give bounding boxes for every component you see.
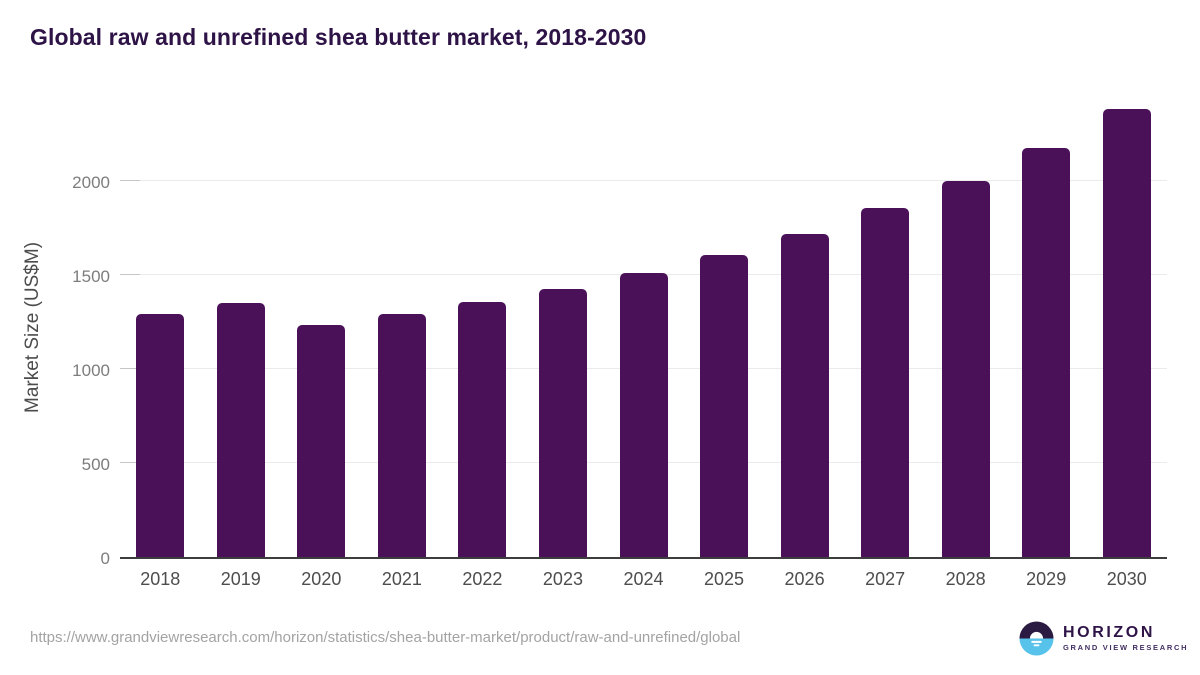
horizon-logo: HORIZON GRAND VIEW RESEARCH (1019, 621, 1188, 656)
bar-2026 (780, 233, 829, 557)
bar-2022 (458, 302, 507, 557)
x-tick-label-2021: 2021 (381, 569, 422, 589)
x-tick-label-2022: 2022 (462, 569, 503, 589)
y-tick-label-1000: 1000 (72, 361, 110, 380)
logo-subtitle: GRAND VIEW RESEARCH (1063, 643, 1189, 652)
x-tick-label-2029: 2029 (1026, 569, 1067, 589)
bar-2027 (861, 208, 910, 557)
bar-2018 (136, 313, 185, 557)
logo-name: HORIZON (1063, 624, 1155, 641)
source-url: https://www.grandviewresearch.com/horizo… (30, 629, 741, 646)
y-tick-label-500: 500 (81, 455, 110, 474)
horizon-sun-circle-icon (1019, 621, 1054, 656)
tick-mark-2000 (120, 180, 140, 181)
bar-2030 (1102, 108, 1151, 557)
x-tick-label-2027: 2027 (865, 569, 906, 589)
plot-area (120, 95, 1167, 559)
page-title: Global raw and unrefined shea butter mar… (30, 24, 647, 50)
y-tick-label-2000: 2000 (72, 173, 110, 192)
bar-2019 (216, 303, 265, 557)
x-tick-label-2023: 2023 (542, 569, 583, 589)
y-tick-label-1500: 1500 (72, 267, 110, 286)
bar-2025 (700, 255, 749, 557)
x-tick-label-2028: 2028 (945, 569, 986, 589)
bar-2021 (377, 314, 426, 557)
x-tick-label-2030: 2030 (1106, 569, 1147, 589)
bar-2020 (297, 324, 346, 557)
x-tick-label-2020: 2020 (301, 569, 342, 589)
bar-2024 (619, 273, 668, 557)
x-axis-tick-labels: 2018 2019 2020 2021 2022 2023 2024 2025 2026 2027… (120, 569, 1167, 595)
tick-mark-1500 (120, 274, 140, 275)
bar-2023 (538, 289, 587, 557)
x-tick-label-2026: 2026 (784, 569, 825, 589)
x-tick-label-2018: 2018 (140, 569, 181, 589)
y-axis-tick-labels: 0 500 1000 1500 2000 (38, 95, 110, 567)
gridline-2000 (120, 180, 1167, 181)
tick-mark-500 (120, 462, 140, 463)
y-tick-label-0: 0 (100, 549, 110, 568)
logo-text: HORIZON GRAND VIEW RESEARCH (1063, 625, 1188, 652)
bar-2029 (1022, 148, 1071, 557)
bar-2028 (941, 181, 990, 557)
x-tick-label-2024: 2024 (623, 569, 664, 589)
tick-mark-1000 (120, 368, 140, 369)
x-tick-label-2025: 2025 (704, 569, 745, 589)
x-tick-label-2019: 2019 (220, 569, 261, 589)
